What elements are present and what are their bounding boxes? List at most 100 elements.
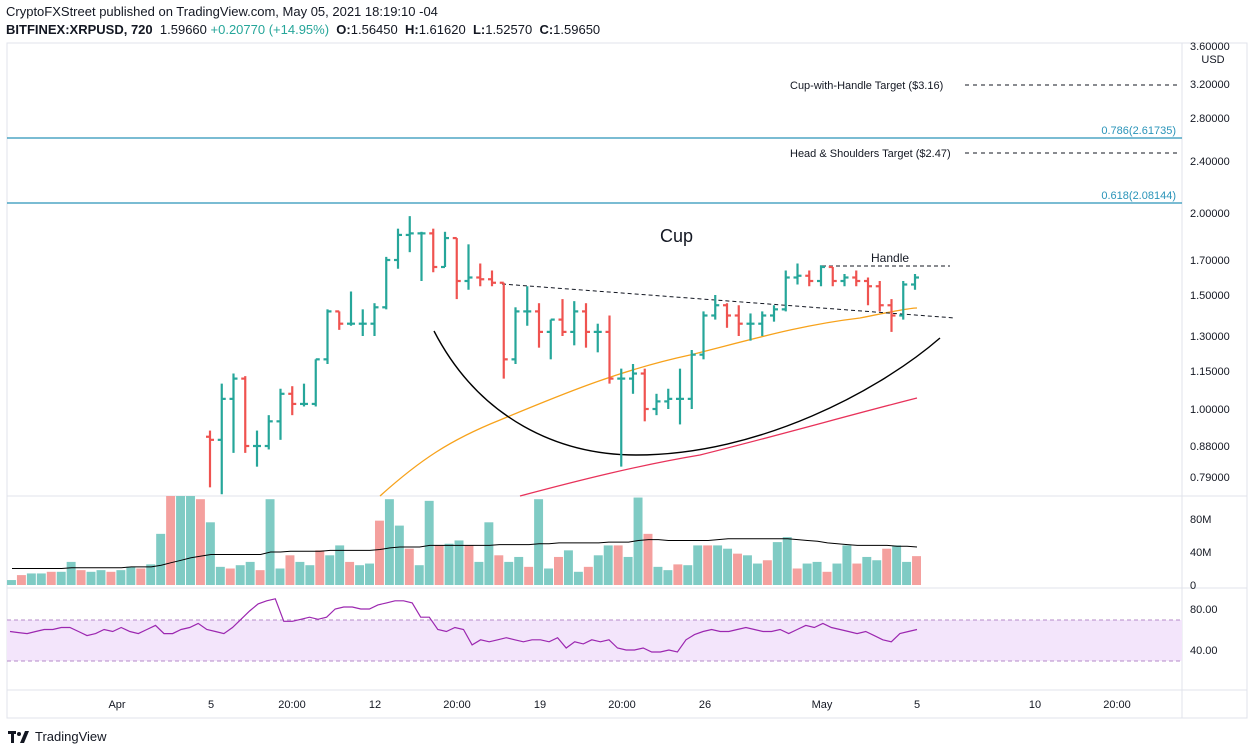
ohlc-bar bbox=[711, 295, 720, 320]
volume-bar bbox=[494, 555, 504, 585]
time-tick-label: 20:00 bbox=[278, 699, 306, 711]
volume-bar bbox=[404, 548, 414, 585]
cup-handle-target-label: Cup-with-Handle Target ($3.16) bbox=[790, 80, 943, 92]
volume-bar bbox=[335, 545, 345, 585]
volume-bar bbox=[544, 568, 554, 585]
volume-bar bbox=[76, 570, 86, 585]
volume-bar bbox=[742, 555, 752, 585]
footer-brand: TradingView bbox=[35, 729, 107, 744]
price-tick-label: 1.30000 bbox=[1190, 331, 1230, 343]
volume-bar bbox=[176, 496, 186, 585]
price-axis[interactable]: 3.60000 3.20000 2.80000 2.40000 2.00000 1.700… bbox=[1190, 41, 1230, 484]
ohlc-bar bbox=[793, 263, 802, 285]
ohlc-bar bbox=[852, 270, 861, 287]
ohlc-bar bbox=[264, 415, 273, 450]
time-tick-label: Apr bbox=[108, 699, 125, 711]
ohlc-bar bbox=[535, 303, 543, 348]
ohlc-bar bbox=[382, 256, 391, 310]
volume-bar bbox=[374, 520, 384, 585]
volume-bar bbox=[892, 545, 902, 585]
time-tick-label: 26 bbox=[699, 699, 711, 711]
ohlc-bar bbox=[817, 265, 825, 287]
volume-bar bbox=[593, 555, 603, 585]
time-tick-label: May bbox=[812, 699, 833, 711]
volume-bar bbox=[633, 497, 643, 585]
publisher-line: CryptoFXStreet published on TradingView.… bbox=[6, 4, 438, 19]
tradingview-logo-icon bbox=[8, 730, 29, 743]
volume-bar bbox=[225, 568, 235, 585]
volume-bar bbox=[713, 545, 723, 585]
ohlc-bar bbox=[217, 383, 226, 495]
volume-bar bbox=[275, 568, 285, 585]
price-tick-label: 1.15000 bbox=[1190, 366, 1230, 378]
ohlc-bar bbox=[640, 368, 649, 422]
volume-bar bbox=[365, 563, 374, 585]
volume-bar bbox=[554, 556, 563, 585]
ohlc-bar bbox=[241, 376, 250, 453]
ohlc-bar bbox=[734, 305, 743, 336]
cup-label: Cup bbox=[660, 226, 693, 246]
ohlc-bar bbox=[875, 281, 884, 312]
volume-bar bbox=[812, 561, 822, 585]
price-tick-label: 1.50000 bbox=[1190, 290, 1230, 302]
volume-bar bbox=[673, 564, 683, 585]
volume-bar bbox=[166, 496, 176, 585]
volume-bar bbox=[653, 566, 663, 585]
time-tick-label: 19 bbox=[534, 699, 546, 711]
ohlc-bar bbox=[499, 281, 508, 379]
volume-bar bbox=[723, 548, 733, 585]
volume-bar bbox=[802, 563, 812, 585]
ohlc-bar bbox=[758, 311, 767, 336]
volume-bar bbox=[414, 565, 424, 585]
ohlc-bar bbox=[476, 263, 485, 287]
volume-bar bbox=[285, 555, 295, 585]
ohlc-bar bbox=[253, 430, 261, 467]
ohlc-bar bbox=[429, 228, 438, 273]
ohlc-bar bbox=[840, 274, 849, 287]
ohlc-bar bbox=[523, 286, 532, 326]
hs-target-label: Head & Shoulders Target ($2.47) bbox=[790, 148, 951, 160]
rsi-tick-label: 40.00 bbox=[1190, 645, 1218, 657]
volume-bar bbox=[16, 575, 26, 585]
volume-bar bbox=[852, 563, 862, 585]
ohlc-bar bbox=[770, 305, 778, 322]
rsi-axis[interactable]: 80.00 40.00 bbox=[1190, 604, 1218, 657]
volume-bar bbox=[434, 545, 444, 585]
fibonacci-lines bbox=[7, 137, 1182, 204]
time-tick-label: 12 bbox=[369, 699, 381, 711]
ohlc-bar bbox=[488, 270, 496, 287]
volume-bar bbox=[534, 499, 544, 585]
time-axis[interactable]: Apr 5 20:00 12 20:00 19 20:00 26 May 5 10 20:00 bbox=[108, 699, 1130, 711]
time-tick-label: 5 bbox=[208, 699, 214, 711]
ohlc-bar bbox=[464, 244, 473, 290]
ohlc-bar bbox=[347, 291, 355, 326]
volume-bar bbox=[882, 548, 892, 585]
volume-bar bbox=[524, 566, 534, 585]
volume-bar bbox=[474, 561, 484, 585]
ohlc-bar bbox=[617, 368, 626, 467]
volume-bar bbox=[235, 565, 245, 585]
volume-bar bbox=[772, 542, 782, 585]
ohlc-bar bbox=[229, 373, 238, 453]
price-tick-label: 1.70000 bbox=[1190, 255, 1230, 267]
ohlc-bar bbox=[300, 383, 308, 407]
volume-bar bbox=[46, 571, 56, 585]
ohlc-bar bbox=[335, 310, 344, 330]
volume-tick-label: 80M bbox=[1190, 514, 1211, 526]
volume-bar bbox=[613, 545, 623, 585]
time-tick-label: 20:00 bbox=[443, 699, 471, 711]
ohlc-bar bbox=[828, 265, 837, 287]
symbol[interactable]: BITFINEX:XRPUSD, 720 bbox=[6, 22, 153, 37]
rsi-line bbox=[9, 598, 918, 653]
volume-bar bbox=[384, 499, 394, 585]
currency-label: USD bbox=[1201, 54, 1224, 66]
high-value: 1.61620 bbox=[418, 22, 466, 37]
volume-bar bbox=[842, 545, 852, 585]
volume-axis[interactable]: 80M 40M 0 bbox=[1190, 514, 1211, 592]
volume-bar bbox=[355, 565, 365, 585]
ohlc-bar bbox=[899, 281, 908, 320]
volume-bar bbox=[583, 566, 593, 585]
ohlc-bar bbox=[664, 388, 673, 409]
high-label: H: bbox=[404, 22, 419, 37]
